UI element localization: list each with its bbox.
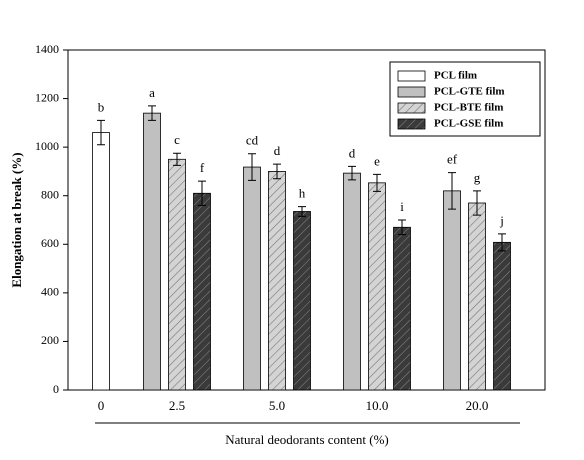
error-bar [248, 153, 256, 181]
error-bar [448, 172, 456, 210]
significance-letter: g [474, 170, 481, 185]
y-tick-label: 1400 [35, 42, 59, 56]
error-bar [348, 165, 356, 181]
bar [343, 172, 361, 391]
y-tick-label: 600 [41, 236, 59, 250]
error-bar [298, 206, 306, 217]
bar [268, 171, 286, 391]
legend-swatch [397, 86, 426, 98]
significance-letter: ef [447, 152, 458, 167]
legend-swatch [397, 102, 426, 114]
bar [468, 202, 486, 391]
x-tick-label: 2.5 [169, 398, 185, 413]
legend-label: PCL-GSE film [434, 118, 503, 130]
significance-letter: f [200, 160, 205, 175]
y-tick-label: 1200 [35, 90, 59, 104]
x-tick-label: 10.0 [366, 398, 389, 413]
significance-letter: d [349, 145, 356, 160]
x-tick-label: 20.0 [466, 398, 489, 413]
legend-label: PCL-BTE film [434, 102, 503, 114]
error-bar [97, 119, 105, 146]
y-axis-label: Elongation at break (%) [9, 152, 24, 287]
bar [293, 211, 311, 391]
significance-letter: i [400, 199, 404, 214]
significance-letter: j [499, 213, 504, 228]
error-bar [148, 105, 156, 121]
y-tick-label: 400 [41, 285, 59, 299]
bar [493, 241, 511, 391]
bar [143, 112, 161, 391]
legend-swatch [397, 70, 426, 82]
significance-letter: e [374, 153, 380, 168]
error-bar [498, 233, 506, 252]
bar [243, 166, 261, 391]
legend-label: PCL film [434, 70, 477, 82]
bar [193, 192, 211, 391]
legend-label: PCL-GTE film [434, 86, 505, 98]
bar [168, 158, 186, 391]
bar [368, 182, 386, 391]
bar [443, 190, 461, 391]
y-tick-label: 1000 [35, 139, 59, 153]
significance-letter: b [98, 99, 105, 114]
error-bar [273, 163, 281, 180]
significance-letter: h [299, 186, 306, 201]
significance-letter: c [174, 132, 180, 147]
x-tick-label: 0 [98, 398, 105, 413]
error-bar [198, 180, 206, 206]
y-tick-label: 0 [53, 382, 59, 396]
significance-letter: a [149, 85, 155, 100]
error-bar [173, 152, 181, 166]
significance-letter: cd [246, 133, 259, 148]
error-bar [373, 173, 381, 192]
x-axis-label: Natural deodorants content (%) [225, 432, 389, 447]
error-bar [398, 219, 406, 236]
y-tick-label: 800 [41, 187, 59, 201]
y-tick-label: 200 [41, 333, 59, 347]
bar [92, 132, 110, 391]
bar [393, 226, 411, 391]
legend-swatch [397, 118, 426, 130]
x-tick-label: 5.0 [269, 398, 285, 413]
error-bar [473, 190, 481, 216]
significance-letter: d [274, 143, 281, 158]
